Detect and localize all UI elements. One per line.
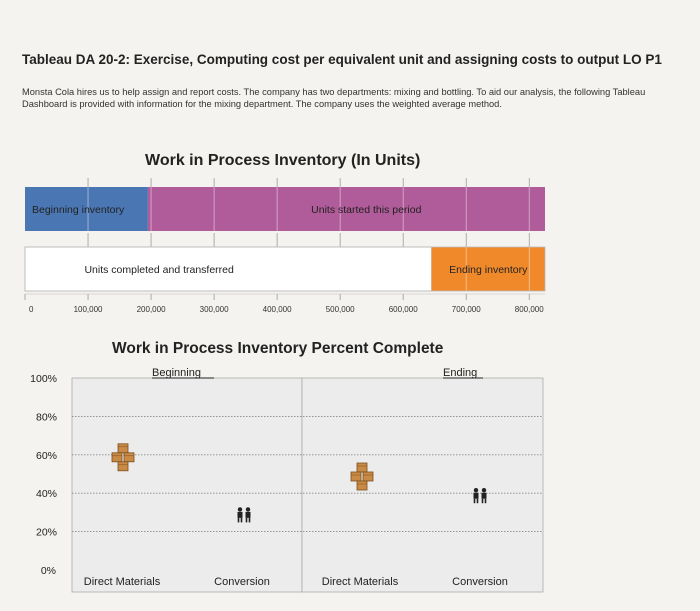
x-tick-label: 100,000 (74, 305, 103, 314)
person-body (245, 511, 251, 518)
box-shape (117, 461, 129, 472)
x-tick-label: 700,000 (452, 305, 481, 314)
bar-label-units-completed-and-transferred: Units completed and transferred (84, 264, 234, 276)
y-tick-label: 60% (36, 450, 57, 462)
category-label-conversion: Conversion (214, 576, 270, 588)
y-tick-label: 100% (30, 373, 57, 385)
x-tick-label: 200,000 (137, 305, 166, 314)
bar-segment-units-completed-and-transferred (24, 246, 432, 292)
y-tick-label: 0% (41, 565, 56, 577)
boxes-icon (111, 443, 135, 472)
person-head (245, 507, 251, 512)
box-shape (356, 480, 368, 491)
group-label-beginning: Beginning (152, 367, 201, 379)
person-body (237, 511, 243, 518)
box-shape (111, 452, 123, 463)
category-label-direct-materials: Direct Materials (84, 576, 161, 588)
category-label-conversion: Conversion (452, 576, 508, 588)
x-tick-label: 300,000 (200, 305, 229, 314)
x-tick-label: 0 (29, 305, 34, 314)
bar-segment-beginning-inventory (25, 187, 148, 231)
workers-icon (237, 507, 251, 523)
box-shape (362, 471, 374, 482)
person-head (237, 507, 243, 512)
page-title: Tableau DA 20-2: Exercise, Computing cos… (22, 52, 662, 67)
boxes-icon (350, 462, 374, 491)
box-shape (350, 471, 362, 482)
bar-label-beginning-inventory: Beginning inventory (32, 204, 125, 216)
box-shape (356, 462, 368, 473)
person-body (481, 492, 487, 499)
box-shape (117, 443, 129, 454)
bar-label-units-started-this-period: Units started this period (311, 204, 421, 216)
category-label-direct-materials: Direct Materials (322, 576, 399, 588)
row-border (24, 246, 546, 292)
box-shape (123, 452, 135, 463)
workers-icon (473, 488, 487, 504)
y-tick-label: 40% (36, 488, 57, 500)
chart-title-percent: Work in Process Inventory Percent Comple… (112, 340, 444, 357)
chart-title-units: Work in Process Inventory (In Units) (145, 152, 421, 169)
x-tick-label: 400,000 (263, 305, 292, 314)
person-head (481, 488, 487, 493)
person-body (473, 492, 479, 499)
intro-text: Monsta Cola hires us to help assign and … (22, 87, 646, 109)
panel-ending (301, 377, 544, 593)
group-label-ending: Ending (443, 367, 477, 379)
x-tick-label: 800,000 (515, 305, 544, 314)
y-tick-label: 80% (36, 411, 57, 423)
panel-beginning (71, 377, 303, 593)
x-tick-label: 600,000 (389, 305, 418, 314)
y-tick-label: 20% (36, 527, 57, 539)
bar-label-ending-inventory: Ending inventory (449, 264, 528, 276)
x-tick-label: 500,000 (326, 305, 355, 314)
person-head (473, 488, 479, 493)
bar-segment-ending-inventory (431, 247, 545, 291)
